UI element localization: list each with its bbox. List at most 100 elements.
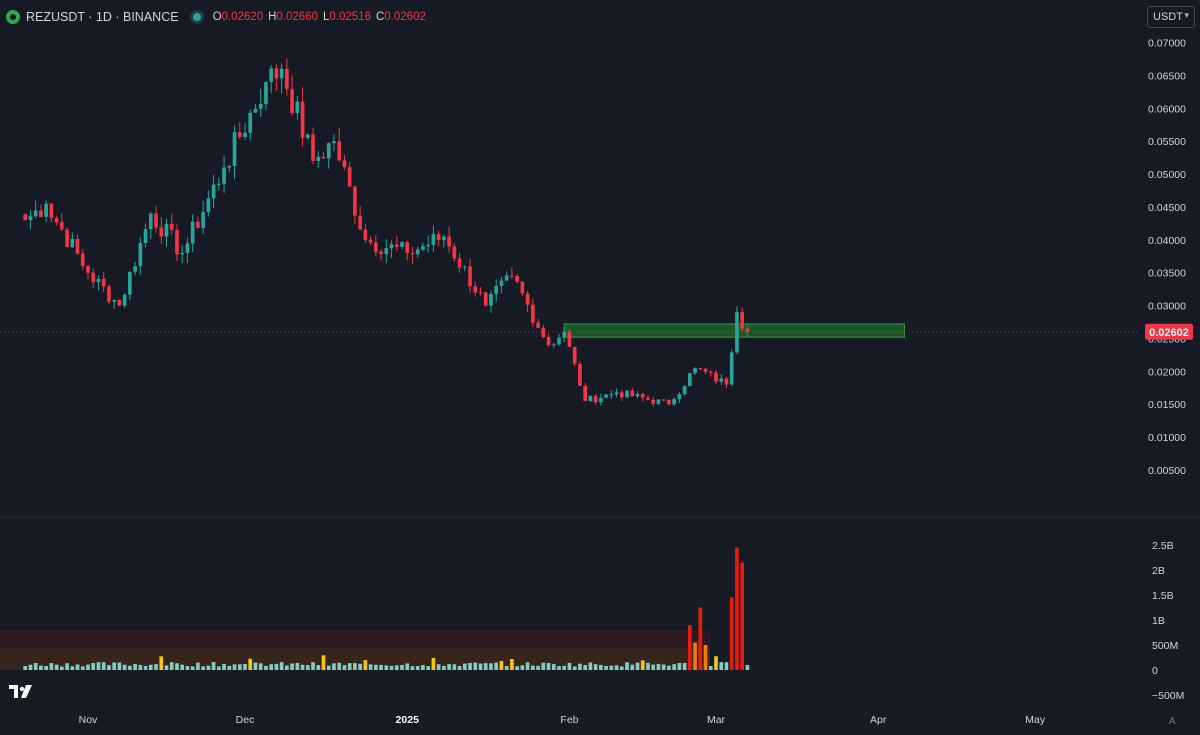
volume-bar [49, 663, 54, 670]
candle-body [714, 372, 718, 382]
volume-bar [164, 665, 169, 670]
price-tick-label: 0.06500 [1148, 70, 1186, 82]
candle-body [206, 198, 211, 213]
candle-body [510, 275, 514, 277]
candle-body [374, 242, 378, 252]
candle-body [133, 266, 137, 272]
volume-bar [682, 662, 687, 670]
price-axis-background [1140, 0, 1200, 735]
candle-body [285, 68, 289, 90]
candle-body [128, 271, 132, 295]
candle-body [295, 101, 300, 114]
volume-bar [625, 662, 629, 670]
volume-bar [520, 665, 525, 670]
volume-bar [264, 665, 268, 670]
volume-bar [128, 665, 132, 670]
volume-bar [305, 665, 310, 670]
volume-bar [75, 664, 80, 670]
ohlc-open-key: O [212, 11, 222, 23]
volume-bar [489, 663, 493, 670]
volume-bar [227, 665, 232, 670]
volume-tick-label: 0 [1152, 665, 1158, 677]
volume-bar [211, 662, 216, 670]
candle-body [49, 203, 54, 219]
volume-bar [415, 666, 420, 670]
candle-body [332, 141, 336, 144]
volume-bar [237, 664, 242, 670]
candle-body [148, 213, 153, 230]
volume-bar [531, 665, 535, 670]
volume-bar [290, 663, 294, 670]
candle-body [60, 222, 64, 230]
candle-body [708, 371, 713, 373]
candle-body [557, 337, 561, 345]
candle-body [101, 278, 106, 287]
tradingview-logo-icon[interactable] [9, 685, 37, 701]
volume-bar [452, 664, 457, 670]
candle-body [693, 368, 697, 374]
volume-bar [562, 665, 567, 670]
volume-bar [65, 663, 69, 670]
volume-bar [148, 664, 153, 670]
volume-bar [677, 662, 682, 670]
volume-bar [703, 645, 708, 670]
volume-bar [693, 642, 697, 670]
candle-body [724, 378, 729, 385]
price-tick-label: 0.05500 [1148, 136, 1186, 148]
candle-body [353, 186, 357, 216]
volume-bar [729, 597, 734, 670]
volume-bar [656, 663, 661, 670]
volume-bar [28, 664, 33, 670]
candle-body [169, 223, 174, 230]
volume-bar [421, 665, 425, 670]
auto-scale-button[interactable]: A [1169, 716, 1176, 727]
candle-body [65, 229, 69, 248]
volume-bar [661, 664, 666, 670]
candle-body [368, 239, 373, 243]
time-tick-label: May [1025, 714, 1046, 726]
currency-selector[interactable]: USDT ▾ [1147, 6, 1195, 28]
price-tick-label: 0.04500 [1148, 202, 1186, 214]
volume-bar [405, 663, 410, 670]
time-axis: Nov Dec 2025 Feb Mar Apr May [79, 714, 1046, 726]
symbol-title: REZUSDT · 1D · BINANCE [26, 10, 179, 24]
candle-body [473, 286, 478, 293]
candle-body [321, 156, 326, 159]
volume-bar [651, 664, 656, 670]
volume-bar [724, 662, 729, 670]
volume-bar [536, 665, 540, 670]
volume-bar [494, 662, 499, 670]
candle-body [483, 292, 488, 306]
candle-body [227, 165, 232, 168]
price-tick-label: 0.03500 [1148, 268, 1186, 280]
volume-bar [222, 663, 226, 670]
candle-body [551, 344, 556, 346]
candle-body [583, 385, 587, 401]
candle-body [363, 229, 368, 240]
candle-body [211, 184, 216, 199]
price-tick-label: 0.06000 [1148, 103, 1186, 115]
volume-bar [719, 662, 724, 670]
chevron-down-icon: ▾ [1184, 10, 1189, 20]
volume-bar [462, 663, 467, 670]
candle-body [494, 285, 499, 294]
volume-bar [101, 662, 106, 670]
volume-bar [583, 665, 587, 670]
volume-bar [86, 664, 90, 670]
candle-body [447, 236, 451, 247]
volume-bar [326, 665, 331, 670]
volume-bar [117, 662, 122, 670]
candle-body [305, 134, 310, 139]
volume-bar [122, 664, 127, 670]
candle-body [536, 322, 540, 328]
volume-bar [504, 666, 509, 670]
volume-bar [708, 666, 713, 670]
time-tick-label: Feb [560, 714, 578, 726]
volume-bar [593, 664, 598, 670]
market-status-icon[interactable] [192, 13, 201, 21]
volume-bar [619, 666, 624, 670]
symbol-legend[interactable]: REZUSDT · 1D · BINANCE O0.02620 H0.02660… [6, 8, 426, 26]
candle-body [640, 393, 645, 398]
